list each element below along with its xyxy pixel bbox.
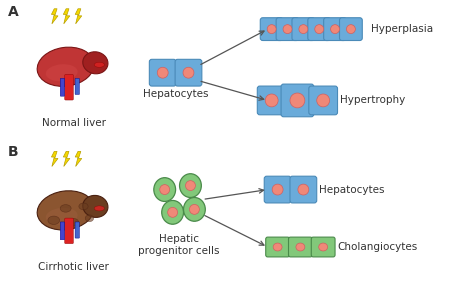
Ellipse shape xyxy=(157,67,168,78)
Text: Hepatocytes: Hepatocytes xyxy=(319,184,385,195)
Ellipse shape xyxy=(183,197,205,221)
FancyBboxPatch shape xyxy=(309,86,337,115)
Ellipse shape xyxy=(317,94,329,107)
Ellipse shape xyxy=(154,178,175,202)
Text: Hepatic
progenitor cells: Hepatic progenitor cells xyxy=(138,234,219,256)
Polygon shape xyxy=(64,151,70,166)
Ellipse shape xyxy=(190,204,200,214)
Ellipse shape xyxy=(83,195,108,218)
FancyBboxPatch shape xyxy=(60,222,64,240)
Ellipse shape xyxy=(48,216,60,224)
Ellipse shape xyxy=(183,67,194,78)
Ellipse shape xyxy=(85,215,94,222)
FancyBboxPatch shape xyxy=(75,222,80,238)
Ellipse shape xyxy=(267,25,276,34)
FancyBboxPatch shape xyxy=(266,237,290,257)
FancyBboxPatch shape xyxy=(64,75,73,100)
FancyBboxPatch shape xyxy=(60,78,64,96)
Ellipse shape xyxy=(319,243,328,251)
Ellipse shape xyxy=(83,52,108,74)
FancyBboxPatch shape xyxy=(339,18,362,41)
Ellipse shape xyxy=(46,64,78,81)
FancyBboxPatch shape xyxy=(308,18,330,41)
FancyBboxPatch shape xyxy=(75,78,80,95)
FancyBboxPatch shape xyxy=(175,59,202,86)
Ellipse shape xyxy=(296,243,305,251)
Polygon shape xyxy=(75,151,82,166)
Ellipse shape xyxy=(79,203,88,210)
Ellipse shape xyxy=(162,200,183,224)
Polygon shape xyxy=(51,151,58,166)
Ellipse shape xyxy=(94,206,104,211)
Ellipse shape xyxy=(299,25,308,34)
Ellipse shape xyxy=(315,25,324,34)
Text: Hyperplasia: Hyperplasia xyxy=(371,24,433,34)
Ellipse shape xyxy=(46,208,78,225)
FancyBboxPatch shape xyxy=(324,18,346,41)
FancyBboxPatch shape xyxy=(292,18,315,41)
Ellipse shape xyxy=(330,25,339,34)
FancyBboxPatch shape xyxy=(257,86,286,115)
Ellipse shape xyxy=(69,218,79,226)
Ellipse shape xyxy=(60,205,71,212)
Text: Hepatocytes: Hepatocytes xyxy=(143,88,209,99)
Ellipse shape xyxy=(273,243,282,251)
Ellipse shape xyxy=(283,25,292,34)
Text: Hypertrophy: Hypertrophy xyxy=(340,95,405,106)
Ellipse shape xyxy=(168,207,178,217)
FancyBboxPatch shape xyxy=(264,176,291,203)
Text: Cirrhotic liver: Cirrhotic liver xyxy=(38,262,109,272)
FancyBboxPatch shape xyxy=(260,18,283,41)
Polygon shape xyxy=(51,9,58,24)
FancyBboxPatch shape xyxy=(311,237,335,257)
Ellipse shape xyxy=(265,94,278,107)
FancyBboxPatch shape xyxy=(290,176,317,203)
FancyBboxPatch shape xyxy=(281,84,314,117)
Ellipse shape xyxy=(290,93,305,108)
Ellipse shape xyxy=(37,191,94,230)
Ellipse shape xyxy=(185,181,195,191)
Ellipse shape xyxy=(37,47,94,86)
Ellipse shape xyxy=(94,62,104,67)
FancyBboxPatch shape xyxy=(149,59,176,86)
Text: Normal liver: Normal liver xyxy=(42,118,106,128)
FancyBboxPatch shape xyxy=(276,18,299,41)
Ellipse shape xyxy=(298,184,309,195)
FancyBboxPatch shape xyxy=(64,218,73,244)
Ellipse shape xyxy=(346,25,356,34)
Text: B: B xyxy=(8,145,19,159)
Ellipse shape xyxy=(272,184,283,195)
Ellipse shape xyxy=(180,174,201,197)
Ellipse shape xyxy=(160,185,170,195)
Polygon shape xyxy=(75,9,82,24)
Text: A: A xyxy=(8,5,19,19)
Polygon shape xyxy=(64,9,70,24)
FancyBboxPatch shape xyxy=(289,237,312,257)
Text: Cholangiocytes: Cholangiocytes xyxy=(337,242,417,252)
